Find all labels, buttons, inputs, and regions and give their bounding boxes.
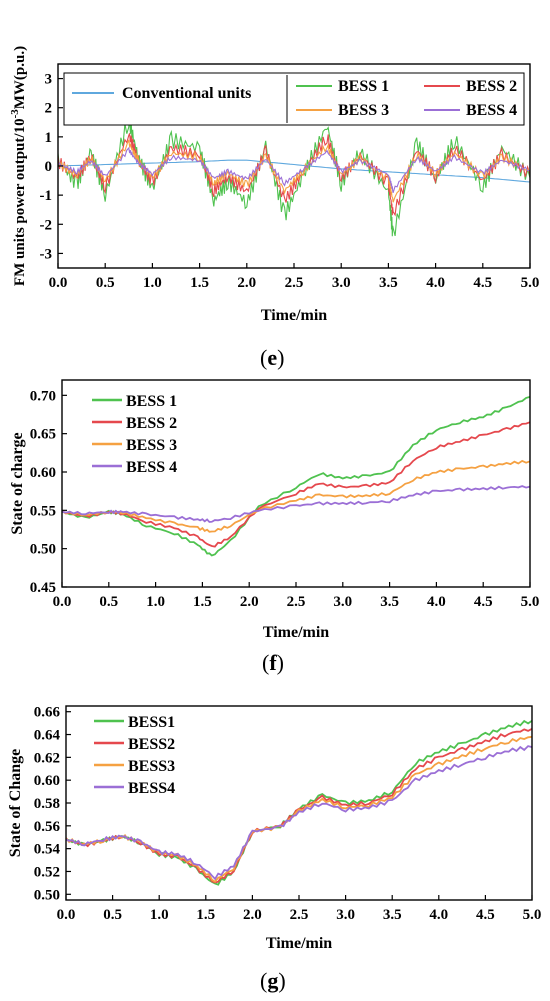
x-tick-label: 2.0 [243, 907, 262, 923]
y-tick-label: 0.62 [34, 750, 60, 766]
legend: Conventional units BESS 1 BESS 2 BESS 3 BESS… [63, 72, 525, 126]
x-tick-label: 2.5 [285, 275, 304, 291]
legend-label: BESS 2 [466, 78, 517, 95]
y-tick-label: 0.65 [30, 427, 56, 443]
x-tick-label: 3.5 [380, 594, 399, 610]
x-tick-label: 4.5 [476, 907, 495, 923]
y-tick-label: -2 [40, 217, 53, 233]
series-line-bess-1 [57, 114, 531, 237]
series-line-bess1 [65, 719, 533, 886]
legend-label: BESS 3 [126, 437, 177, 454]
x-tick-label: 1.0 [143, 275, 162, 291]
x-tick-label: 2.5 [290, 907, 309, 923]
y-tick-label: 0.56 [34, 819, 61, 835]
y-tick-label: 0.66 [34, 705, 61, 721]
series-line-bess-4 [57, 146, 531, 193]
x-axis-label: Time/min [263, 624, 329, 641]
y-tick-label: 0.58 [34, 796, 60, 812]
x-tick-label: 3.0 [336, 907, 355, 923]
legend-label: BESS 3 [338, 102, 389, 119]
x-tick-label: 1.0 [150, 907, 169, 923]
x-tick-label: 5.0 [521, 275, 540, 291]
x-tick-label: 0.5 [99, 594, 118, 610]
y-tick-label: 0.64 [34, 728, 61, 744]
legend-label: BESS 4 [126, 459, 177, 476]
y-axis-label: State of Change [7, 749, 24, 857]
series-line-bess-2 [61, 421, 531, 548]
y-tick-label: 0.50 [34, 887, 60, 903]
chart-e: 0.0 0.5 1.0 1.5 2.0 2.5 3.0 3.5 4.0 4.5 5.0 -3 -2 -1 0… [9, 46, 539, 324]
y-tick-label: 0.50 [30, 542, 56, 558]
panel-label-e: (e) [260, 345, 285, 370]
x-tick-label: 0.0 [49, 275, 68, 291]
x-tick-label: 2.5 [287, 594, 306, 610]
y-tick-label: 0.52 [34, 864, 60, 880]
x-tick-label: 4.0 [429, 907, 448, 923]
x-tick-label: 3.5 [383, 907, 402, 923]
x-tick-label: 4.5 [474, 594, 493, 610]
x-tick-label: 0.5 [96, 275, 115, 291]
plot-frame [61, 379, 531, 588]
series-line-bess4 [65, 745, 533, 881]
legend-label: BESS4 [128, 780, 175, 797]
x-tick-label: 4.0 [427, 594, 446, 610]
x-tick-label: 5.0 [521, 594, 540, 610]
x-axis-label: Time/min [266, 935, 332, 952]
y-tick-label: -1 [40, 188, 53, 204]
x-tick-label: 0.0 [53, 594, 72, 610]
x-tick-label: 2.0 [240, 594, 259, 610]
x-tick-label: 4.5 [473, 275, 492, 291]
legend-label: BESS2 [128, 736, 175, 753]
x-tick-label: 3.0 [332, 275, 351, 291]
y-axis-label: State of charge [9, 432, 26, 534]
legend-label: BESS 1 [338, 78, 389, 95]
legend-box [63, 72, 525, 126]
y-tick-label: 0.60 [34, 773, 60, 789]
x-tick-label: 0.5 [103, 907, 122, 923]
series-line-bess-3 [61, 459, 531, 533]
panel-label-g: (g) [260, 968, 286, 993]
legend-label: Conventional units [122, 85, 251, 102]
y-tick-label: 0.70 [30, 388, 56, 404]
x-tick-label: 1.5 [193, 594, 212, 610]
x-tick-label: 2.0 [237, 275, 256, 291]
x-tick-label: 1.5 [196, 907, 215, 923]
panel-label-f: (f) [262, 650, 284, 675]
x-tick-label: 4.0 [426, 275, 445, 291]
chart-g: 0.0 0.5 1.0 1.5 2.0 2.5 3.0 3.5 4.0 4.5 5.0 0.50 0.5… [7, 705, 541, 952]
x-tick-label: 1.0 [146, 594, 165, 610]
chart-f: 0.0 0.5 1.0 1.5 2.0 2.5 3.0 3.5 4.0 4.5 5.0 0.45 0.5… [9, 379, 540, 641]
legend-label: BESS1 [128, 714, 175, 731]
y-tick-label: 0.54 [34, 842, 61, 858]
y-tick-label: -3 [40, 246, 53, 262]
y-tick-label: 0.55 [30, 503, 56, 519]
legend: BESS 1 BESS 2 BESS 3 BESS 4 [92, 393, 177, 476]
y-tick-label: 1 [45, 130, 53, 146]
x-axis-label: Time/min [261, 307, 327, 324]
series-line-bess-2 [57, 133, 531, 217]
x-tick-label: 1.5 [190, 275, 209, 291]
y-tick-label: 0.45 [30, 580, 56, 596]
y-tick-label: 0.60 [30, 465, 56, 481]
x-tick-label: 3.5 [379, 275, 398, 291]
legend: BESS1 BESS2 BESS3 BESS4 [94, 714, 175, 797]
x-tick-label: 5.0 [523, 907, 542, 923]
y-tick-label: 2 [45, 101, 53, 117]
legend-label: BESS3 [128, 758, 175, 775]
series-line-bess-4 [61, 485, 531, 523]
x-tick-label: 0.0 [57, 907, 76, 923]
x-tick-label: 3.0 [333, 594, 352, 610]
y-axis-label: FM units power output/10-3MW(p.u.) [9, 46, 28, 286]
legend-label: BESS 1 [126, 393, 177, 410]
legend-label: BESS 2 [126, 415, 177, 432]
y-tick-label: 3 [45, 72, 53, 88]
legend-label: BESS 4 [466, 102, 517, 119]
y-tick-label: 0 [45, 159, 53, 175]
